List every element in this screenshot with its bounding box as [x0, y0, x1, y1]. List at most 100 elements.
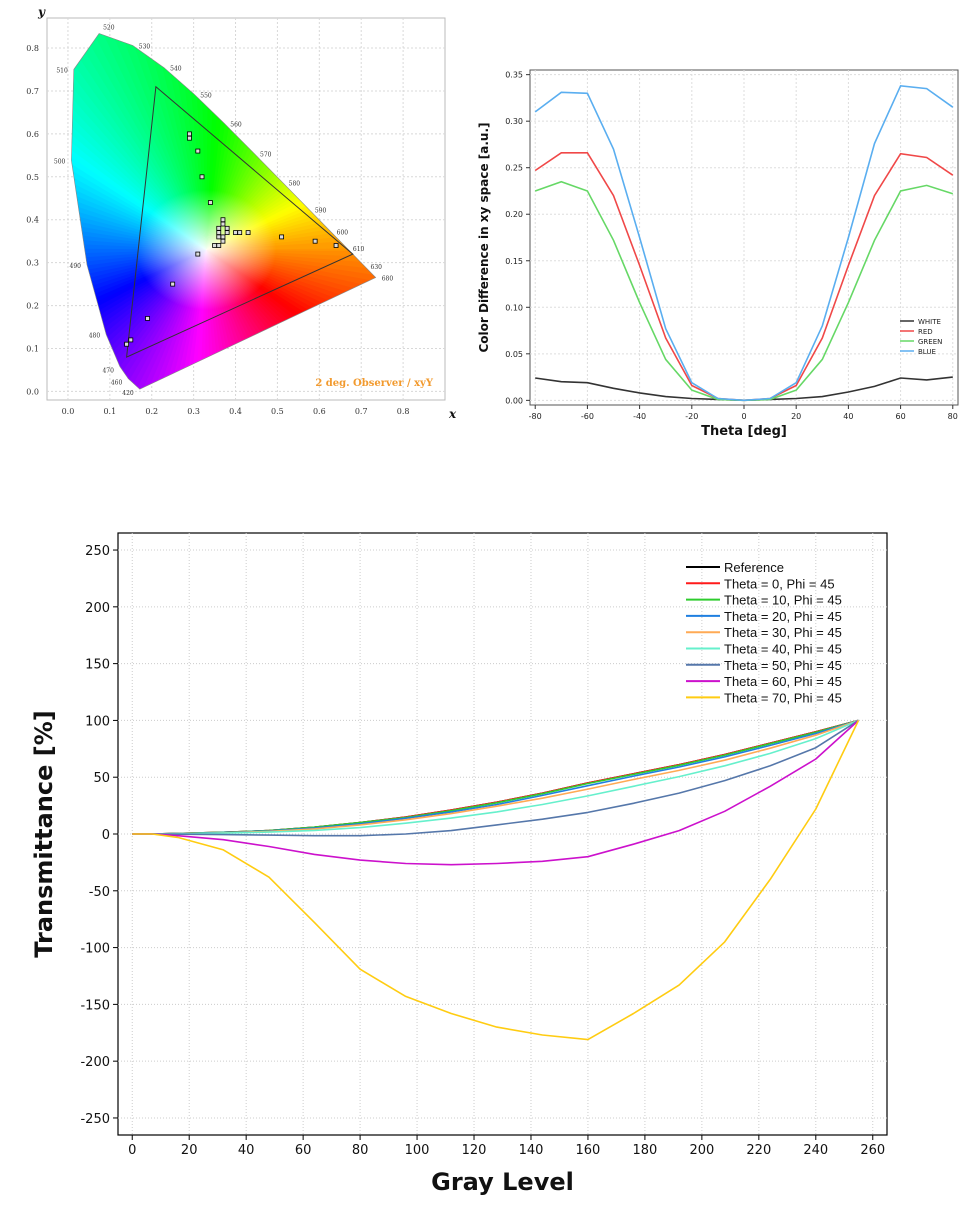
hue-wedge — [71, 249, 207, 390]
cie-chromaticity-panel: 420 460 470 480 490 500 510 520 530 540 550 560 570 5… — [0, 0, 470, 421]
x-axis-label: Gray Level — [431, 1168, 574, 1196]
hue-wedge — [71, 249, 207, 316]
color-difference-panel: -80 -60 -40 -20 0 20 40 60 80 0.00 0.05 0.10 0.15 0.2… — [470, 0, 979, 450]
y-tick-label: 0.35 — [505, 71, 523, 80]
hue-wedge — [206, 249, 376, 390]
hue-wedge — [206, 52, 376, 250]
y-tick-label: 0.7 — [26, 87, 39, 96]
legend-label-6: Theta = 50, Phi = 45 — [724, 658, 842, 673]
data-marker — [333, 243, 339, 248]
legend-label-5: Theta = 40, Phi = 45 — [724, 642, 842, 657]
hue-wedge — [71, 249, 207, 390]
x-tick-label: 0 — [741, 412, 746, 421]
hue-wedge — [71, 33, 207, 250]
x-axis-label: x — [448, 407, 457, 420]
x-tick-label: 180 — [632, 1143, 657, 1158]
wavelength-label: 600 — [337, 230, 349, 237]
hue-wedge — [206, 170, 376, 250]
hue-wedge — [71, 249, 207, 390]
y-tick-label: -150 — [80, 998, 110, 1013]
x-tick-label: 0 — [128, 1143, 136, 1158]
wavelength-label: 510 — [56, 67, 68, 74]
observer-annotation: 2 deg. Observer / xyY — [315, 378, 434, 389]
x-tick-label: 0.7 — [355, 407, 368, 416]
hue-wedge — [71, 33, 207, 250]
hue-wedge — [71, 33, 207, 250]
hue-wedge — [71, 249, 207, 330]
x-tick-label: 220 — [746, 1143, 771, 1158]
hue-wedge — [71, 249, 207, 357]
y-tick-label: 0.5 — [26, 173, 39, 182]
hue-wedge — [71, 33, 207, 250]
data-marker — [220, 238, 226, 244]
hue-wedge — [71, 249, 207, 302]
y-axis-label: Color Difference in xy space [a.u.] — [477, 122, 491, 352]
wavelength-label: 680 — [382, 276, 394, 283]
hue-wedge — [71, 249, 207, 390]
legend-label-0: Reference — [724, 560, 784, 575]
series-line-8 — [132, 720, 860, 1041]
hue-wedge — [206, 77, 376, 250]
y-tick-label: -250 — [80, 1112, 110, 1127]
wavelength-label: 630 — [371, 264, 383, 271]
hue-wedge — [206, 249, 273, 390]
y-axis-label: y — [37, 5, 46, 19]
data-marker — [224, 230, 230, 236]
hue-wedge — [71, 249, 207, 390]
hue-wedge — [71, 249, 207, 390]
data-marker — [312, 238, 318, 244]
hue-wedge — [71, 249, 207, 390]
wavelength-label: 470 — [102, 368, 114, 375]
wavelength-label: 520 — [103, 25, 115, 32]
hue-wedge — [71, 249, 207, 390]
wavelength-label: 590 — [315, 207, 327, 214]
hue-wedge — [206, 249, 231, 390]
data-marker — [195, 251, 201, 257]
y-tick-label: 50 — [93, 771, 110, 786]
hue-wedge — [71, 33, 207, 250]
y-tick-label: 0.8 — [26, 44, 39, 53]
y-tick-label: 0.6 — [26, 130, 39, 139]
wavelength-label: 460 — [111, 380, 123, 387]
data-marker — [212, 243, 217, 248]
wavelength-label: 560 — [230, 121, 242, 128]
hue-wedge — [85, 33, 207, 250]
legend-label-4: Theta = 30, Phi = 45 — [724, 625, 842, 640]
hue-wedge — [206, 249, 245, 390]
wavelength-label: 420 — [122, 390, 134, 397]
hue-wedge — [71, 249, 207, 371]
x-tick-label: 40 — [843, 412, 853, 421]
y-axis-label: Transmittance [%] — [30, 710, 58, 957]
hue-wedge — [71, 249, 207, 390]
y-tick-label: 0.2 — [26, 302, 39, 311]
legend-label-white: WHITE — [918, 318, 941, 326]
wavelength-label: 490 — [70, 263, 82, 270]
x-tick-label: 80 — [948, 412, 958, 421]
series-line-blue — [534, 84, 954, 402]
x-tick-label: -80 — [529, 412, 542, 421]
hue-wedge — [71, 249, 207, 390]
y-tick-label: 150 — [85, 658, 110, 673]
spectral-locus — [71, 33, 377, 390]
hue-wedge — [206, 40, 376, 250]
data-marker — [245, 230, 251, 236]
y-tick-label: 0.15 — [505, 257, 523, 266]
y-tick-label: -50 — [89, 885, 110, 900]
wavelength-label: 540 — [170, 66, 182, 73]
x-tick-label: 100 — [405, 1143, 430, 1158]
x-tick-label: 240 — [803, 1143, 828, 1158]
legend-label-2: Theta = 10, Phi = 45 — [724, 593, 842, 608]
series-line-5 — [132, 719, 859, 835]
hue-wedge — [71, 249, 207, 344]
data-marker — [128, 337, 134, 343]
x-tick-label: 60 — [295, 1143, 312, 1158]
hue-wedge — [71, 33, 207, 250]
hue-wedge — [71, 33, 207, 250]
y-tick-label: -100 — [80, 942, 110, 957]
hue-wedge — [71, 33, 207, 250]
y-tick-label: 0.10 — [505, 303, 523, 312]
data-marker — [220, 217, 226, 223]
hue-wedge — [71, 33, 207, 250]
hue-wedge — [71, 249, 207, 289]
legend-label-7: Theta = 60, Phi = 45 — [724, 674, 842, 689]
